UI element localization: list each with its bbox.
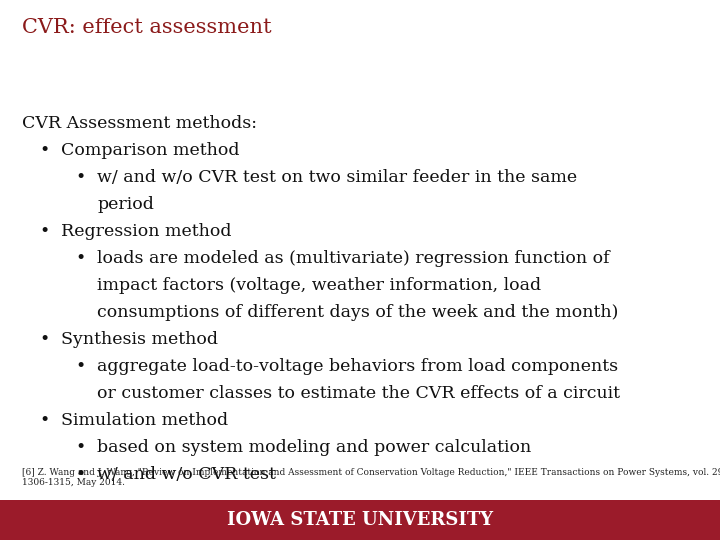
Text: •: • (40, 142, 50, 159)
Text: aggregate load-to-voltage behaviors from load components: aggregate load-to-voltage behaviors from… (97, 358, 618, 375)
Text: •: • (76, 169, 86, 186)
Text: CVR Assessment methods:: CVR Assessment methods: (22, 115, 256, 132)
Text: or customer classes to estimate the CVR effects of a circuit: or customer classes to estimate the CVR … (97, 385, 620, 402)
Text: Comparison method: Comparison method (61, 142, 240, 159)
Text: w/ and w/o CVR test: w/ and w/o CVR test (97, 466, 276, 483)
Text: impact factors (voltage, weather information, load: impact factors (voltage, weather informa… (97, 277, 541, 294)
Text: Regression method: Regression method (61, 223, 232, 240)
Text: based on system modeling and power calculation: based on system modeling and power calcu… (97, 439, 531, 456)
Text: •: • (76, 250, 86, 267)
Text: Simulation method: Simulation method (61, 412, 228, 429)
Text: •: • (40, 412, 50, 429)
Text: •: • (76, 466, 86, 483)
Text: Synthesis method: Synthesis method (61, 331, 218, 348)
Bar (0, 500, 720, 540)
Text: CVR: effect assessment: CVR: effect assessment (22, 18, 271, 37)
Text: IOWA STATE UNIVERSITY: IOWA STATE UNIVERSITY (227, 511, 493, 529)
Text: •: • (76, 358, 86, 375)
Text: loads are modeled as (multivariate) regression function of: loads are modeled as (multivariate) regr… (97, 250, 610, 267)
Text: •: • (40, 331, 50, 348)
Text: w/ and w/o CVR test on two similar feeder in the same: w/ and w/o CVR test on two similar feede… (97, 169, 577, 186)
Text: period: period (97, 196, 154, 213)
Text: [6] Z. Wang and J. Wang, "Review on Implementation and Assessment of Conservatio: [6] Z. Wang and J. Wang, "Review on Impl… (22, 468, 720, 488)
Text: •: • (76, 439, 86, 456)
Text: consumptions of different days of the week and the month): consumptions of different days of the we… (97, 304, 618, 321)
Text: •: • (40, 223, 50, 240)
